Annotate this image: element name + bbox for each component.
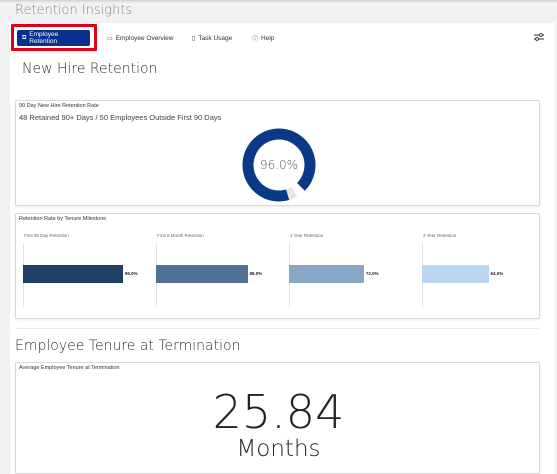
gauge-value: 96.0% xyxy=(259,158,299,172)
card-label: 90 Day New Hire Retention Rate xyxy=(19,103,99,109)
gauge-fill xyxy=(242,128,316,202)
milestone-label: First 90 Day Retention xyxy=(24,233,69,238)
tab-help[interactable]: ⓘ Help xyxy=(252,30,274,46)
section-title-tenure: Employee Tenure at Termination xyxy=(15,338,241,354)
section-title-new-hire: New Hire Retention xyxy=(22,61,158,77)
milestone-bar[interactable] xyxy=(289,265,364,283)
tab-label: Task Usage xyxy=(198,34,233,42)
milestone-value: 64.0% xyxy=(490,271,504,276)
milestone-label: 1 Year Retention xyxy=(290,233,324,238)
milestone-value: 72.0% xyxy=(365,271,379,276)
selection-highlight xyxy=(11,24,97,51)
tenure-unit: Months xyxy=(236,436,321,462)
sliders-icon[interactable] xyxy=(533,31,545,43)
tab-employee-retention[interactable]: ⧉ Employee Retention xyxy=(17,30,90,46)
milestone-column: First 90 Day Retention 96.0% xyxy=(21,233,154,309)
top-shadow xyxy=(0,0,557,3)
milestone-column: First 6 Month Retention 88.0% xyxy=(154,233,287,309)
tab-label: Employee Overview xyxy=(115,34,174,42)
card-label: Retention Rate by Tenure Milestone xyxy=(19,216,107,222)
main-panel: ⧉ Employee Retention ▭ Employee Overview… xyxy=(10,23,555,474)
milestone-column: 2 Year Retention 64.0% xyxy=(420,233,553,309)
app-title: Retention Insights xyxy=(15,3,133,18)
milestone-label: 2 Year Retention xyxy=(423,233,457,238)
retention-count-text: 48 Retained 90+ Days / 50 Employees Outs… xyxy=(19,113,222,122)
milestone-label: First 6 Month Retention xyxy=(157,233,204,238)
tab-label: Employee Retention xyxy=(29,31,59,45)
milestone-value: 96.0% xyxy=(124,271,138,276)
milestone-bar[interactable] xyxy=(422,265,489,283)
new-hire-rate-card: 90 Day New Hire Retention Rate 48 Retain… xyxy=(15,100,540,206)
help-icon: ⓘ xyxy=(252,36,259,43)
retention-gauge xyxy=(242,128,316,202)
milestone-bar[interactable] xyxy=(156,265,248,283)
milestone-column: 1 Year Retention 72.0% xyxy=(287,233,420,309)
card-label: Average Employee Tenure at Termination xyxy=(19,365,120,371)
tab-task-usage[interactable]: ▯ Task Usage xyxy=(192,30,232,46)
milestone-bar[interactable] xyxy=(23,265,123,283)
milestone-value: 88.0% xyxy=(249,271,263,276)
people-icon: ⧉ xyxy=(22,34,27,41)
milestone-card: Retention Rate by Tenure Milestone First… xyxy=(15,213,540,319)
section-divider xyxy=(15,328,540,329)
tenure-value: 25.84 xyxy=(212,385,345,439)
tenure-card: Average Employee Tenure at Termination 2… xyxy=(15,362,540,474)
card-icon: ▭ xyxy=(107,35,113,42)
tab-label: Help xyxy=(261,34,275,42)
tab-employee-overview[interactable]: ▭ Employee Overview xyxy=(107,30,173,46)
clipboard-icon: ▯ xyxy=(192,35,196,42)
nav-bar: ⧉ Employee Retention ▭ Employee Overview… xyxy=(10,23,555,53)
